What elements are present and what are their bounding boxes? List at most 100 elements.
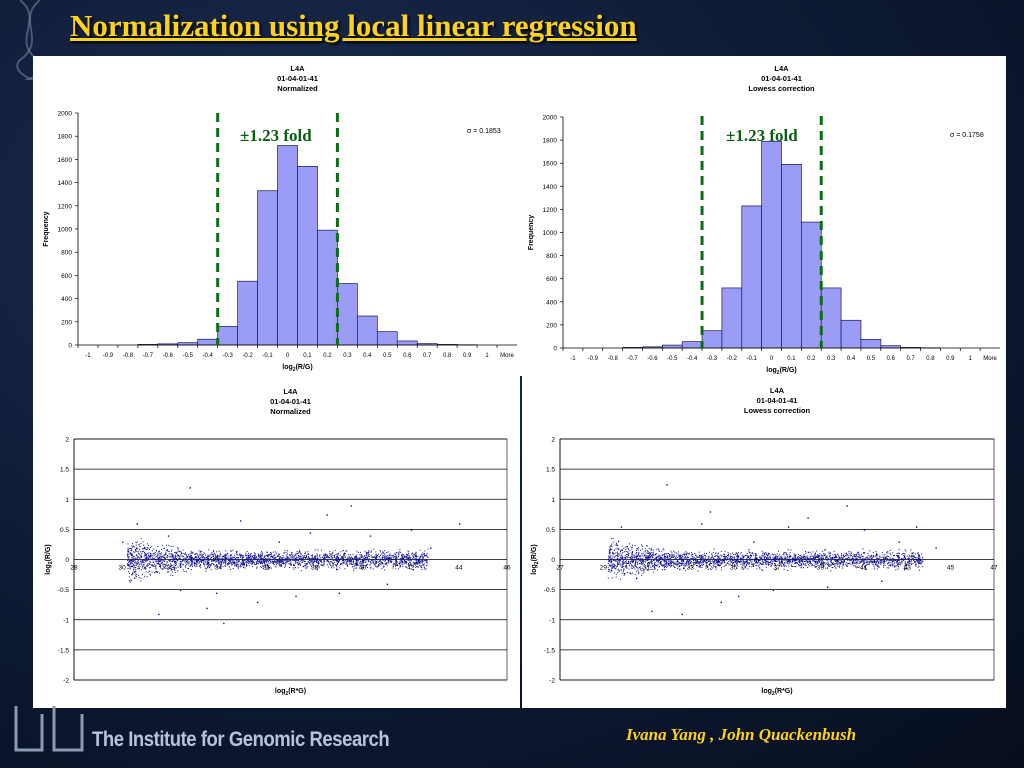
hist-lowess-bar (721, 287, 743, 349)
scatter-lowess-xtick-label: 47 (990, 565, 998, 572)
scatter-lowess-xtick-label: 29 (600, 565, 608, 572)
hist-lowess-ylabel: Frequency (528, 215, 535, 251)
scatter-normalized-ytick-label: -1 (63, 617, 69, 624)
hist-normalized-xlabel: log2(R/G) (282, 364, 312, 373)
scatter-lowess-point-cloud (607, 537, 924, 580)
hist-lowess-ytick-label: 200 (546, 322, 557, 329)
hist-normalized-xtick-label: -0.3 (222, 353, 233, 359)
hist-normalized-xtick-label: More (500, 353, 514, 359)
hist-lowess-xtick-label: -1 (570, 356, 576, 362)
hist-normalized-xtick-label: -0.6 (163, 353, 174, 359)
hist-normalized-ylabel: Frequency (43, 211, 50, 247)
hist-normalized-ytick-label: 0 (68, 343, 72, 350)
scatter-lowess-point (701, 523, 703, 525)
scatter-lowess-point (809, 560, 811, 563)
hist-normalized-xtick-label: 0.2 (323, 353, 332, 359)
scatter-normalized-point (295, 595, 297, 598)
hist-lowess-ytick-label: 0 (553, 346, 557, 353)
hist-normalized-ytick-label: 1800 (58, 134, 73, 141)
hist-normalized-subtitle2: Normalized (277, 84, 318, 93)
hist-normalized-sigma-annotation: σ = 0.1853 (467, 128, 501, 135)
scatter-lowess-xtick-label: 31 (643, 565, 651, 572)
hist-lowess-xtick-label: -0.8 (607, 356, 618, 362)
scatter-lowess-point (766, 557, 768, 559)
hist-normalized-xtick-label: -1 (85, 353, 91, 359)
histogram-normalized-panel: L4A 01-04-01-41 Normalized 0 200 400 600 800 100… (33, 56, 520, 386)
hist-lowess-xtick-label: -0.4 (687, 356, 698, 362)
hist-normalized-bar (257, 190, 278, 346)
scatter-lowess-title: L4A (770, 386, 785, 395)
hist-normalized-xtick-label: 0.7 (423, 353, 432, 359)
scatter-lowess-point (720, 601, 722, 604)
hist-normalized-bar (376, 331, 398, 346)
scatter-normalized-point (146, 556, 148, 558)
scatter-lowess-point (701, 556, 703, 558)
hist-normalized-xtick-label: 0.3 (343, 353, 352, 359)
hist-normalized-title: L4A (290, 64, 305, 73)
histogram-normalized-chart: L4A01-04-01-41Normalized0200400600800100… (43, 64, 517, 373)
hist-lowess-ytick-label: 400 (546, 299, 557, 306)
scatter-normalized-point (350, 505, 353, 507)
scatter-lowess-point (635, 577, 638, 579)
scatter-normalized-point (223, 622, 225, 625)
scatter-lowess-point (915, 526, 918, 528)
scatter-lowess-ylabel: log2(R/G) (531, 544, 540, 574)
hist-normalized-bar (396, 340, 418, 346)
scatter-normalized-point (136, 523, 138, 525)
scatter-normalized-xtick-label: 40 (359, 565, 367, 572)
hist-lowess-xtick-label: 0.4 (847, 356, 856, 362)
scatter-normalized-point (256, 601, 259, 604)
scatter-normalized-ytick-label: -2 (63, 678, 69, 685)
scatter-normalized-ytick-label: 0.5 (60, 527, 69, 534)
hist-normalized-bar (357, 315, 378, 346)
scatter-lowess-ytick-label: 0 (551, 557, 555, 564)
hist-lowess-xtick-label: 0.6 (887, 356, 896, 362)
scatter-normalized-point (206, 607, 208, 610)
scatter-normalized-point (158, 613, 160, 616)
scatter-normalized-xtick-label: 46 (503, 565, 511, 572)
hist-lowess-ytick-label: 1200 (543, 207, 558, 214)
scatter-lowess-xtick-label: 43 (904, 565, 912, 572)
scatter-normalized-point (309, 532, 312, 534)
hist-normalized-xtick-label: -0.5 (183, 353, 194, 359)
hist-lowess-xtick-label: 0.9 (946, 356, 955, 362)
hist-normalized-xtick-label: -0.1 (262, 353, 273, 359)
scatter-normalized-point (362, 560, 365, 563)
hist-lowess-title: L4A (774, 64, 789, 73)
scatter-lowess-point (852, 559, 855, 561)
scatter-normalized-xlabel: log2(R*G) (275, 688, 306, 697)
scatter-normalized-xtick-label: 28 (70, 565, 78, 572)
scatter-lowess-point (898, 541, 900, 543)
scatter-lowess-point (744, 561, 746, 563)
hist-normalized-xtick-label: -0.2 (242, 353, 253, 359)
scatter-lowess-subtitle2: Lowess correction (744, 406, 811, 415)
scatter-lowess-xtick-label: 37 (773, 565, 781, 572)
scatter-normalized-xtick-label: 32 (167, 565, 175, 572)
scatter-normalized-point (170, 565, 172, 567)
scatter-normalized-point (326, 514, 328, 516)
scatter-lowess-point (831, 557, 833, 560)
hist-lowess-ytick-label: 1400 (543, 184, 558, 191)
scatter-lowess-point (826, 586, 829, 589)
scatter-lowess-ytick-label: 1 (551, 497, 555, 504)
scatter-lowess-point (737, 595, 740, 598)
scatter-normalized-ytick-label: -1.5 (58, 647, 70, 654)
hist-normalized-bar (217, 326, 238, 346)
scatter-normalized-point (122, 541, 124, 543)
hist-lowess-ytick-label: 1000 (543, 230, 558, 237)
scatter-lowess-ytick-label: -1 (549, 617, 555, 624)
scatter-lowess-point (635, 556, 638, 558)
hist-normalized-ytick-label: 600 (61, 273, 72, 280)
hist-normalized-ytick-label: 1600 (58, 157, 73, 164)
hist-lowess-xtick-label: -0.2 (727, 356, 738, 362)
fold-label-left: ±1.23 fold (240, 126, 312, 145)
scatter-normalized-point (338, 592, 341, 595)
hist-normalized-ytick-label: 1200 (58, 203, 73, 210)
scatter-lowess-ytick-label: 0.5 (546, 527, 555, 534)
hist-normalized-xtick-label: 0.5 (383, 353, 392, 359)
scatter-normalized-point (215, 592, 218, 595)
scatter-normalized-xtick-label: 34 (215, 565, 223, 572)
hist-lowess-bar (761, 140, 782, 349)
hist-normalized-bar (277, 145, 298, 346)
